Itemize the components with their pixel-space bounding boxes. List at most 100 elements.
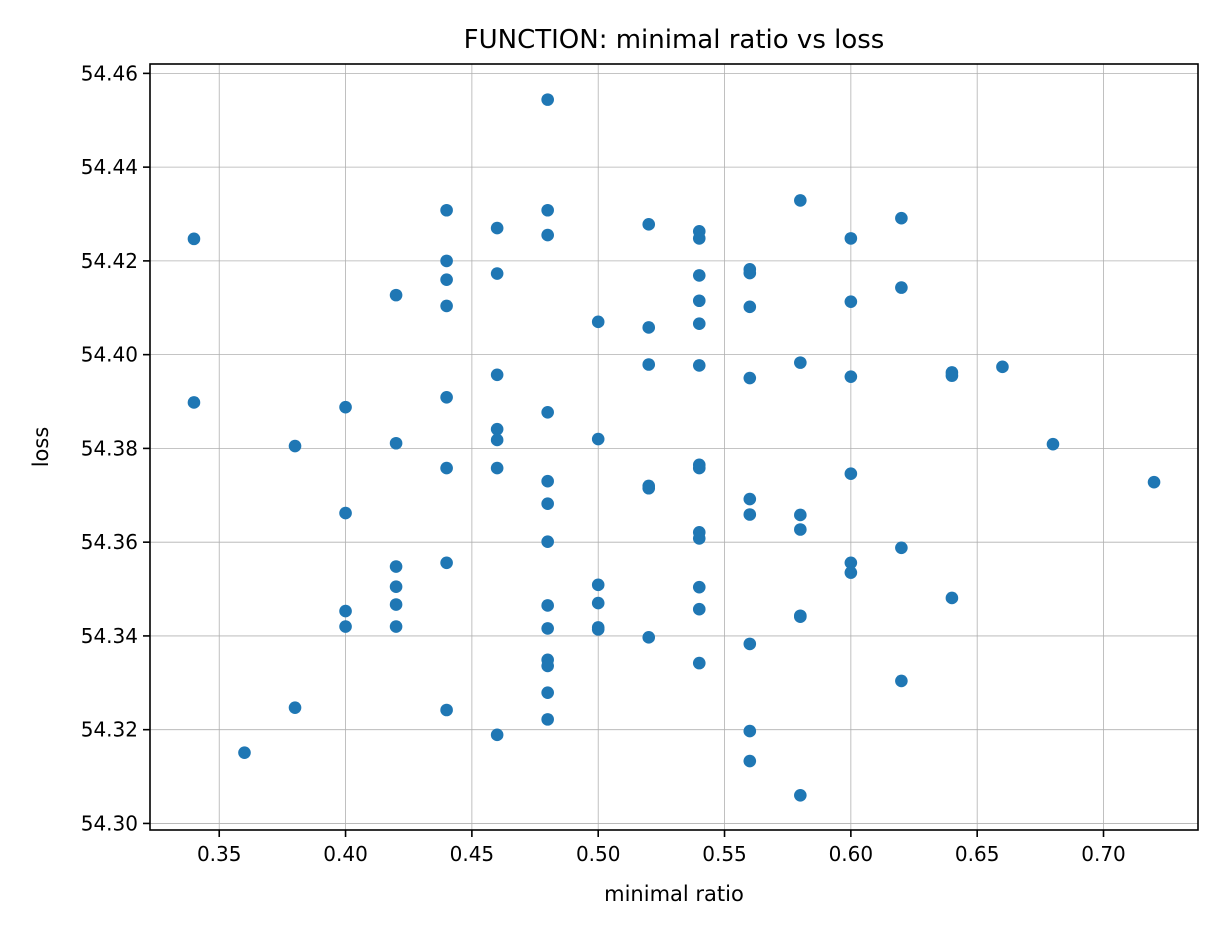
data-point <box>743 266 757 280</box>
data-point <box>895 281 908 294</box>
y-axis-ticks: 54.30 54.32 54.34 54.36 54.38 54.40 54.42 54.44… <box>81 61 150 835</box>
y-tick-label: 54.46 <box>81 61 138 85</box>
data-point <box>642 631 656 644</box>
data-point <box>490 461 504 475</box>
data-point <box>794 789 807 802</box>
y-tick-label: 54.30 <box>81 811 138 835</box>
y-tick-label: 54.42 <box>81 249 138 273</box>
data-point <box>238 746 251 759</box>
data-point <box>591 596 605 610</box>
data-point <box>541 599 554 612</box>
data-point <box>440 299 453 313</box>
data-point <box>895 674 908 688</box>
data-point <box>541 622 554 635</box>
data-point <box>288 701 302 714</box>
data-point <box>794 194 807 207</box>
data-point <box>490 221 504 235</box>
data-point <box>389 598 403 611</box>
data-point <box>389 560 403 573</box>
y-tick-label: 54.36 <box>81 530 138 554</box>
data-point <box>389 620 403 633</box>
data-point <box>945 591 959 605</box>
data-point <box>389 436 403 450</box>
data-point <box>541 659 554 673</box>
x-axis-ticks: 0.35 0.40 0.45 0.50 0.55 0.60 0.65 0.70 <box>197 830 1126 866</box>
data-point <box>440 461 453 475</box>
data-point <box>844 295 858 308</box>
data-point <box>794 610 807 624</box>
data-point <box>743 508 757 521</box>
data-point <box>440 254 453 268</box>
data-point <box>440 556 453 570</box>
x-tick-label: 0.35 <box>197 842 242 866</box>
data-point <box>591 578 605 592</box>
data-point <box>844 370 858 383</box>
x-tick-label: 0.55 <box>702 842 747 866</box>
y-tick-label: 54.38 <box>81 436 138 460</box>
data-point <box>692 580 706 594</box>
data-point <box>490 368 504 382</box>
data-point <box>490 422 504 436</box>
data-point <box>187 232 201 246</box>
data-point <box>541 535 554 548</box>
data-point <box>339 506 352 520</box>
data-point <box>692 269 706 282</box>
data-point <box>541 93 554 106</box>
data-point <box>743 371 757 385</box>
data-point <box>692 359 706 372</box>
data-point <box>591 623 605 636</box>
x-tick-label: 0.40 <box>323 842 368 866</box>
data-point <box>440 391 453 404</box>
data-point <box>642 321 656 334</box>
data-point <box>692 232 706 245</box>
data-point <box>541 228 554 242</box>
data-point <box>844 556 858 570</box>
data-point <box>844 232 858 245</box>
y-tick-label: 54.40 <box>81 343 138 367</box>
data-point <box>844 566 858 579</box>
data-point <box>440 703 453 717</box>
x-axis-label: minimal ratio <box>604 882 744 906</box>
data-point <box>794 508 807 522</box>
data-point <box>844 467 858 481</box>
data-point <box>440 203 453 217</box>
plot-frame <box>149 63 1199 831</box>
data-point <box>541 686 554 699</box>
data-point <box>490 433 504 447</box>
data-point <box>642 358 656 371</box>
data-point <box>692 461 706 475</box>
data-point <box>692 532 706 545</box>
data-point <box>440 273 453 286</box>
data-point <box>996 360 1009 374</box>
data-point <box>895 541 908 555</box>
data-point <box>541 406 554 419</box>
data-point <box>1147 475 1161 489</box>
y-axis-label: loss <box>29 427 53 468</box>
data-point <box>642 481 656 495</box>
data-point <box>794 356 807 369</box>
data-points <box>187 93 1161 802</box>
data-point <box>794 523 807 536</box>
x-tick-label: 0.60 <box>829 842 874 866</box>
x-tick-label: 0.45 <box>450 842 495 866</box>
y-tick-label: 54.32 <box>81 718 138 742</box>
data-point <box>743 300 757 314</box>
data-point <box>541 474 554 488</box>
data-point <box>339 604 352 618</box>
data-point <box>541 713 554 726</box>
data-point <box>591 315 605 329</box>
data-point <box>743 754 757 768</box>
data-point <box>692 656 706 670</box>
data-point <box>187 396 201 409</box>
data-point <box>389 580 403 593</box>
chart-title: FUNCTION: minimal ratio vs loss <box>464 25 885 55</box>
data-point <box>642 218 656 231</box>
y-tick-label: 54.44 <box>81 155 138 179</box>
x-tick-label: 0.70 <box>1081 842 1126 866</box>
data-point <box>945 369 959 383</box>
grid <box>150 64 1198 830</box>
data-point <box>490 267 504 280</box>
data-point <box>743 724 757 738</box>
data-point <box>1046 437 1060 451</box>
